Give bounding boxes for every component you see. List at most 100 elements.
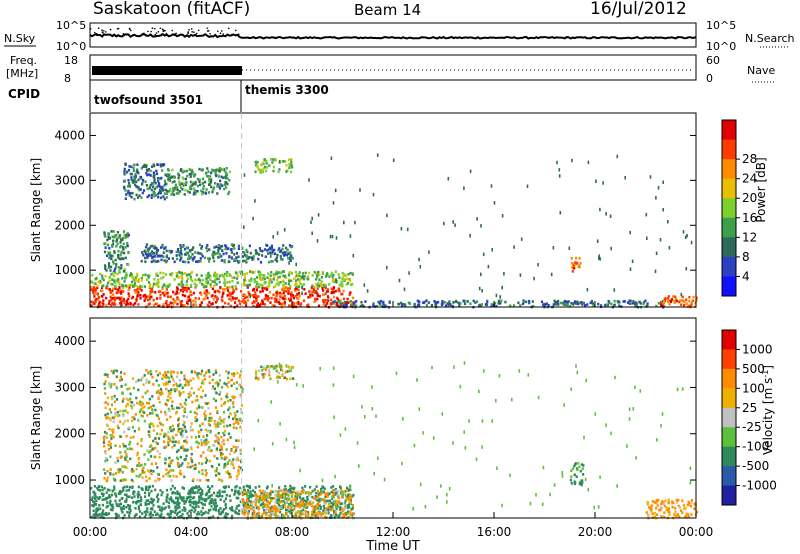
scatter-cell	[192, 502, 195, 506]
scatter-cell	[252, 506, 255, 509]
scatter-cell	[225, 448, 228, 451]
scatter-cell	[181, 513, 184, 516]
scatter-cell	[198, 488, 201, 492]
scatter-cell	[110, 257, 113, 261]
scatter-cell	[220, 448, 224, 451]
scatter-cell	[667, 498, 670, 502]
scatter-cell	[222, 274, 225, 278]
scatter-cell	[108, 299, 111, 303]
scatter-cell	[125, 299, 128, 303]
scatter-cell	[309, 289, 312, 293]
scatter-cell	[264, 293, 267, 297]
scatter-cell	[218, 170, 221, 173]
scatter-cell	[372, 302, 375, 305]
scatter-cell	[104, 235, 107, 238]
scatter-cell	[343, 273, 346, 277]
scatter-cell	[166, 496, 169, 499]
scatter-cell	[255, 514, 258, 518]
scatter-cell	[164, 402, 167, 406]
scatter-cell	[174, 292, 177, 296]
scatter-cell	[106, 396, 109, 400]
scatter-cell	[139, 503, 142, 506]
scatter-cell	[553, 483, 556, 487]
scatter-cell	[282, 372, 285, 376]
scatter-cell	[508, 304, 512, 308]
scatter-cell	[95, 507, 98, 511]
scatter-cell	[595, 179, 597, 183]
scatter-cell	[211, 378, 214, 382]
scatter-cell	[308, 491, 311, 495]
scatter-cell	[165, 381, 168, 384]
scatter-cell	[236, 491, 239, 494]
scatter-cell	[140, 463, 143, 467]
scatter-cell	[233, 382, 236, 385]
scatter-cell	[427, 301, 430, 304]
scatter-cell	[112, 260, 115, 263]
colorbar-segment	[722, 407, 736, 428]
scatter-cell	[645, 305, 648, 308]
scatter-cell	[117, 256, 120, 259]
scatter-cell	[315, 272, 318, 275]
scatter-cell	[125, 489, 128, 492]
scatter-cell	[214, 469, 217, 473]
scatter-cell	[201, 506, 204, 510]
scatter-cell	[162, 382, 165, 386]
scatter-cell	[300, 302, 303, 305]
scatter-cell	[156, 163, 160, 167]
scatter-cell	[667, 510, 670, 513]
scatter-cell	[104, 452, 107, 455]
scatter-cell	[201, 472, 204, 476]
scatter-cell	[232, 445, 235, 449]
scatter-cell	[291, 294, 295, 297]
scatter-cell	[120, 301, 123, 304]
scatter-cell	[259, 283, 262, 287]
scatter-cell	[282, 514, 285, 518]
scatter-cell	[346, 512, 349, 515]
scatter-cell	[130, 478, 133, 482]
scatter-cell	[117, 468, 120, 471]
scatter-cell	[206, 448, 209, 452]
scatter-cell	[109, 443, 112, 446]
scatter-cell	[290, 368, 292, 373]
scatter-cell	[163, 432, 166, 436]
scatter-cell	[104, 246, 107, 249]
scatter-cell	[285, 364, 288, 368]
scatter-cell	[228, 273, 231, 276]
scatter-cell	[197, 430, 200, 433]
scatter-cell	[180, 168, 183, 171]
scatter-cell	[158, 455, 161, 459]
scatter-cell	[254, 372, 258, 375]
scatter-cell	[252, 507, 256, 511]
scatter-cell	[125, 455, 128, 459]
scatter-cell	[276, 253, 279, 257]
scatter-cell	[322, 490, 325, 494]
scatter-cell	[491, 248, 493, 252]
scatter-cell	[122, 486, 125, 490]
scatter-cell	[239, 500, 242, 504]
scatter-cell	[106, 375, 109, 378]
scatter-cell	[322, 289, 325, 292]
scatter-cell	[97, 485, 100, 488]
scatter-cell	[135, 380, 138, 384]
scatter-cell	[312, 508, 315, 511]
colorbar-segment	[722, 427, 736, 448]
noise-point	[164, 34, 166, 37]
scatter-cell	[118, 286, 121, 289]
scatter-cell	[149, 469, 153, 472]
scatter-cell	[254, 376, 257, 380]
scatter-cell	[320, 284, 323, 288]
scatter-cell	[148, 470, 151, 474]
scatter-cell	[135, 279, 138, 282]
scatter-cell	[115, 495, 118, 498]
scatter-cell	[210, 465, 213, 468]
scatter-cell	[295, 497, 298, 501]
scatter-cell	[280, 249, 283, 253]
scatter-cell	[151, 285, 154, 288]
scatter-cell	[315, 291, 318, 294]
scatter-cell	[173, 444, 176, 447]
scatter-cell	[306, 491, 310, 494]
scatter-cell	[164, 457, 167, 460]
scatter-cell	[187, 254, 190, 257]
scatter-cell	[226, 294, 229, 297]
scatter-cell	[495, 293, 498, 298]
